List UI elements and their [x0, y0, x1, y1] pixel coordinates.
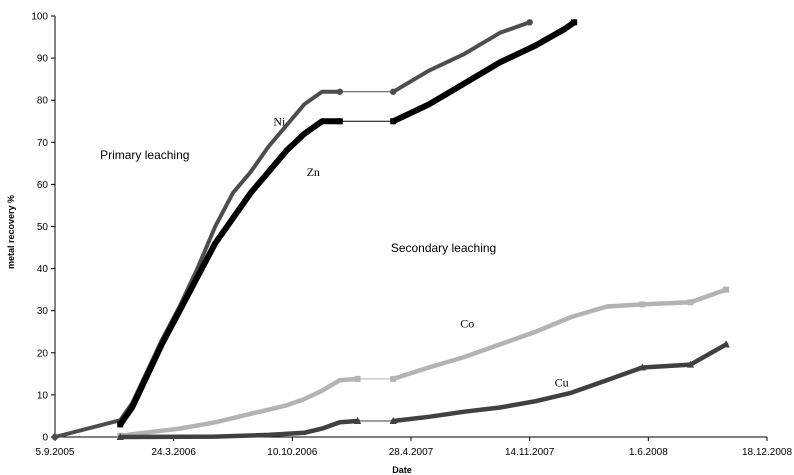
x-tick-label: 28.4.2007	[389, 447, 434, 458]
x-tick-label: 24.3.2006	[151, 447, 196, 458]
data-point-ni	[390, 88, 397, 95]
data-point-co	[723, 286, 730, 293]
data-point-cu	[389, 417, 397, 425]
data-point-co	[687, 299, 694, 306]
data-point-cu	[638, 363, 646, 371]
y-tick-label: 90	[37, 54, 49, 65]
y-tick-label: 40	[37, 264, 49, 275]
series-line-ni	[391, 20, 532, 94]
y-tick-label: 100	[31, 12, 48, 23]
x-tick-label: 10.10.2006	[267, 447, 317, 458]
series-line-zn	[390, 19, 578, 125]
y-tick-label: 50	[37, 222, 49, 233]
x-tick-label: 1.6.2008	[629, 447, 668, 458]
data-point-zn	[390, 118, 397, 125]
data-point-cu	[722, 340, 730, 348]
series-line-cu	[118, 418, 360, 440]
x-tick-label: 5.9.2005	[36, 447, 75, 458]
data-point-cu	[116, 433, 124, 440]
x-axis-title: Date	[392, 465, 412, 475]
annotation-secondary-leaching: Secondary leaching	[391, 241, 496, 255]
x-tick-label: 18.12.2008	[742, 447, 792, 458]
data-point-zn	[336, 118, 343, 125]
y-tick-label: 30	[37, 306, 49, 317]
annotation-cu: Cu	[555, 375, 569, 389]
y-axis-title: metal recovery %	[6, 195, 16, 269]
annotation-ni: Ni	[273, 114, 286, 128]
series-line-cu	[390, 342, 729, 424]
series-line-co	[390, 287, 729, 382]
data-point-co	[390, 375, 397, 382]
series-layer	[51, 19, 730, 441]
data-point-ni	[526, 19, 533, 26]
series-line-zn	[117, 118, 343, 428]
series-zn	[117, 19, 578, 428]
y-tick-label: 20	[37, 348, 49, 359]
series-cu	[116, 340, 730, 440]
y-tick-label: 10	[37, 390, 49, 401]
data-point-co	[639, 301, 646, 308]
y-tick-label: 80	[37, 96, 49, 107]
annotation-primary-leaching: Primary leaching	[100, 148, 189, 162]
y-tick-label: 70	[37, 138, 49, 149]
data-point-zn	[571, 19, 578, 26]
data-point-co	[354, 375, 361, 382]
data-point-ni	[51, 433, 59, 441]
data-point-cu	[354, 417, 362, 425]
y-tick-label: 60	[37, 180, 49, 191]
series-line-co	[118, 376, 360, 438]
x-tick-label: 14.11.2007	[505, 447, 555, 458]
annotation-zn: Zn	[307, 165, 320, 179]
data-point-zn	[117, 421, 124, 428]
annotation-co: Co	[460, 317, 474, 331]
data-point-cu	[686, 360, 695, 368]
annotations-layer: Primary leaching Secondary leaching Ni Zn Co…	[100, 114, 569, 389]
y-tick-label: 0	[42, 433, 48, 444]
data-point-ni	[336, 88, 343, 95]
